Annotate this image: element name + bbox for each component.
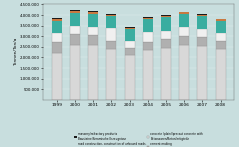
Bar xyxy=(70,10,80,11)
Bar xyxy=(106,49,116,100)
Bar xyxy=(216,21,226,33)
Bar xyxy=(161,39,171,48)
Bar xyxy=(161,48,171,100)
Bar xyxy=(70,13,80,26)
Bar xyxy=(197,29,207,37)
Y-axis label: Tonnen/Ton/a: Tonnen/Ton/a xyxy=(14,38,18,66)
Bar xyxy=(161,15,171,16)
Bar xyxy=(106,14,116,15)
Bar xyxy=(52,33,62,42)
Bar xyxy=(125,27,135,29)
Bar xyxy=(52,42,62,53)
Bar xyxy=(197,14,207,15)
Bar xyxy=(143,50,153,100)
Bar xyxy=(70,34,80,45)
Bar xyxy=(216,49,226,100)
Bar xyxy=(143,32,153,42)
Bar xyxy=(106,15,116,16)
Bar xyxy=(88,14,98,27)
Bar xyxy=(197,37,207,46)
Bar xyxy=(179,14,189,27)
Bar xyxy=(125,41,135,48)
Bar xyxy=(143,17,153,18)
Bar xyxy=(197,16,207,29)
Bar xyxy=(216,33,226,41)
Bar xyxy=(52,19,62,21)
Bar xyxy=(106,16,116,28)
Bar xyxy=(216,19,226,21)
Bar xyxy=(70,45,80,100)
Bar xyxy=(106,28,116,41)
Bar xyxy=(106,41,116,49)
Bar xyxy=(88,11,98,12)
Bar xyxy=(88,27,98,35)
Bar xyxy=(143,18,153,19)
Bar xyxy=(143,19,153,32)
Bar xyxy=(52,21,62,33)
Bar xyxy=(161,16,171,17)
Bar xyxy=(70,26,80,34)
Bar xyxy=(179,45,189,100)
Bar xyxy=(88,12,98,14)
Bar xyxy=(216,41,226,49)
Bar xyxy=(197,46,207,100)
Bar xyxy=(52,18,62,19)
Bar xyxy=(52,53,62,100)
Bar xyxy=(125,48,135,55)
Bar xyxy=(125,29,135,41)
Bar xyxy=(179,12,189,14)
Bar xyxy=(143,42,153,50)
Bar xyxy=(88,35,98,45)
Bar xyxy=(161,17,171,31)
Bar xyxy=(179,36,189,45)
Bar xyxy=(179,27,189,36)
Legend: masonry/refractory products
Bausteine/Keramische Erzeugnisse, road construction,: masonry/refractory products Bausteine/Ke… xyxy=(74,132,203,147)
Bar xyxy=(88,45,98,100)
Bar xyxy=(125,55,135,100)
Bar xyxy=(197,15,207,16)
Bar xyxy=(70,11,80,13)
Bar xyxy=(161,31,171,39)
